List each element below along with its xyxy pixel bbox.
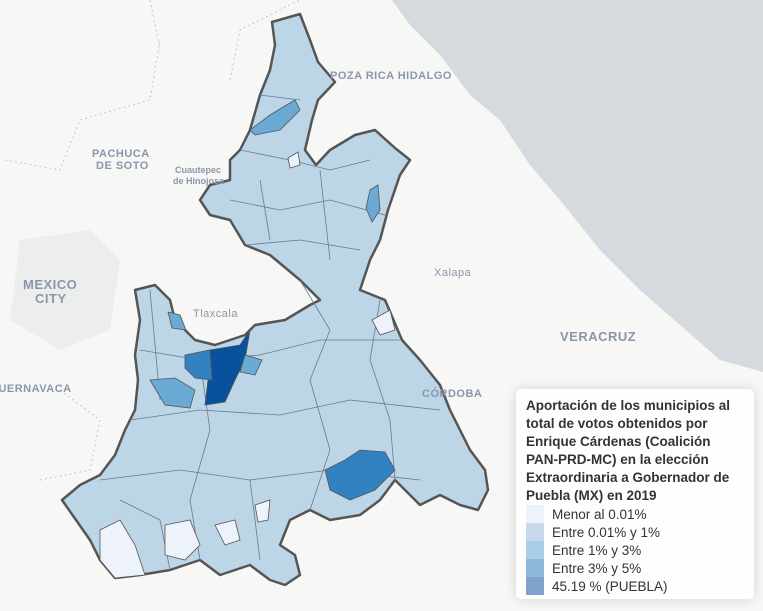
sea: [392, 0, 763, 372]
municipality-high: [184, 349, 213, 381]
legend-item: Menor al 0.01%: [526, 505, 744, 523]
municipality-low-2: [164, 519, 201, 561]
puebla-state[interactable]: [60, 12, 490, 587]
legend-label: Entre 0.01% y 1%: [552, 524, 661, 540]
municipalities-highlighted[interactable]: [99, 99, 396, 579]
legend-label: 45.19 % (PUEBLA): [552, 578, 668, 594]
legend-item: Entre 3% y 5%: [526, 559, 744, 577]
legend-label: Entre 1% y 3%: [552, 542, 642, 558]
municipality-high-2: [324, 449, 396, 501]
municipality-mid-4: [365, 184, 381, 223]
legend-label: Menor al 0.01%: [552, 506, 647, 522]
legend-swatch: [526, 523, 544, 541]
city-label-cuautepec: Cuautepec: [175, 165, 222, 175]
city-label-veracruz: VERACRUZ: [560, 329, 637, 344]
legend-item: Entre 1% y 3%: [526, 541, 744, 559]
legend-swatch: [526, 559, 544, 577]
city-label-de-hinojosa: de Hinojosa: [173, 176, 225, 186]
map-legend: Aportación de los municipios al total de…: [516, 389, 754, 599]
city-label-de-soto: DE SOTO: [96, 160, 149, 172]
city-label-tlaxcala: Tlaxcala: [193, 308, 238, 320]
city-label-pachuca: PACHUCA: [92, 148, 150, 160]
municipality-low-6: [254, 499, 271, 523]
municipality-puebla: [204, 329, 251, 406]
municipality-mid: [249, 99, 301, 136]
municipality-low-5: [287, 151, 301, 169]
municipality-mid-5: [167, 311, 187, 331]
city-label-poza-rica: POZA RICA HIDALGO: [330, 70, 452, 82]
municipality-low: [99, 519, 146, 579]
municipality-low-3: [214, 519, 241, 546]
mexico-city-urban-area: [10, 230, 120, 350]
city-label-xalapa: Xalapa: [434, 267, 472, 279]
legend-swatch: [526, 577, 544, 595]
legend-label: Entre 3% y 5%: [552, 560, 642, 576]
city-label-cordoba: CÓRDOBA: [422, 388, 483, 400]
municipality-mid-2: [149, 377, 196, 409]
municipality-mid-3: [239, 354, 263, 376]
city-label-city: CITY: [35, 291, 67, 306]
legend-item: Entre 0.01% y 1%: [526, 523, 744, 541]
city-label-cuernavaca: CUERNAVACA: [0, 383, 72, 395]
city-label-mexico: MEXICO: [23, 277, 78, 292]
legend-swatch: [526, 541, 544, 559]
state-border-dotted: [4, 0, 301, 481]
legend-title: Aportación de los municipios al total de…: [526, 398, 731, 503]
municipality-borders: [99, 94, 441, 571]
legend-swatch: [526, 505, 544, 523]
legend-item: 45.19 % (PUEBLA): [526, 577, 744, 595]
municipality-low-4: [371, 309, 396, 336]
